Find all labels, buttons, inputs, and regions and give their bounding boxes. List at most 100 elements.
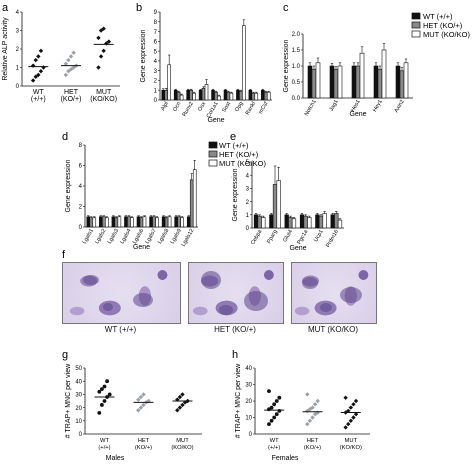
category-label-c: Hey1 xyxy=(372,99,384,113)
data-point-h xyxy=(272,402,277,407)
data-point-g xyxy=(102,399,107,403)
bar-d xyxy=(161,216,166,228)
data-point-h xyxy=(312,402,318,407)
data-point-h xyxy=(346,408,351,414)
bar-c xyxy=(373,65,379,99)
bar-b xyxy=(254,92,259,101)
data-point-h xyxy=(305,421,310,427)
y-tick-label-c: 1.5 xyxy=(292,48,301,54)
bar-e xyxy=(322,213,327,229)
category-label-a: (KO/KO) xyxy=(90,96,117,103)
y-tick-label-e: 4 xyxy=(246,173,250,179)
category-label-g: MUT xyxy=(176,438,189,444)
y-tick-label-a: 2 xyxy=(16,47,20,53)
data-point-h xyxy=(277,409,282,413)
x-axis-label-b: Gene xyxy=(207,117,224,124)
y-tick-label-b: 3 xyxy=(154,69,158,75)
bar-b xyxy=(261,89,265,101)
category-label-a: WT xyxy=(33,89,45,96)
category-label-c: Notch1 xyxy=(304,99,318,117)
data-point-a xyxy=(30,78,36,83)
bar-c xyxy=(307,65,313,99)
bar-e xyxy=(330,214,335,229)
bar-d xyxy=(152,216,156,228)
bar-e xyxy=(307,217,312,229)
category-label-d: Lgals3 xyxy=(107,228,120,245)
category-label-h: (KO/+) xyxy=(304,445,321,451)
data-point-h xyxy=(267,422,271,426)
category-label-e: Pparg xyxy=(266,229,279,245)
bar-c xyxy=(337,65,343,99)
micrograph-label-het: HET (KO/+) xyxy=(214,325,256,334)
data-point-a xyxy=(30,63,36,68)
y-tick-label-d: 4 xyxy=(79,184,83,190)
y-tick-label-d: 6 xyxy=(79,164,83,170)
data-point-h xyxy=(348,405,354,410)
data-point-g xyxy=(97,410,102,415)
data-point-a xyxy=(38,69,44,74)
category-label-d: Lgals7 xyxy=(144,228,157,245)
data-point-h xyxy=(343,395,348,400)
category-label-d: Lgals12 xyxy=(181,228,196,248)
category-label-a: (+/+) xyxy=(31,96,46,103)
data-point-h xyxy=(353,412,359,417)
data-point-g xyxy=(105,379,109,384)
data-point-a xyxy=(38,48,44,54)
data-point-a xyxy=(98,54,104,59)
data-point-a xyxy=(63,61,68,66)
micrograph-wt xyxy=(62,262,181,324)
bar-d xyxy=(186,216,191,228)
bar-d xyxy=(127,216,131,228)
y-tick-label-a: 4 xyxy=(16,10,20,16)
legend-mid-swatch-het xyxy=(208,150,218,158)
bar-c xyxy=(315,62,321,99)
bar-d xyxy=(117,216,122,228)
data-point-g xyxy=(180,392,185,397)
bar-e xyxy=(303,215,308,229)
bar-b xyxy=(192,92,196,101)
panel-letter-d: d xyxy=(62,131,68,143)
data-point-g xyxy=(175,408,180,413)
bar-b xyxy=(164,89,169,101)
data-point-h xyxy=(310,415,315,420)
bar-d xyxy=(149,216,153,228)
bar-c xyxy=(399,70,405,99)
data-point-h xyxy=(343,425,348,430)
y-tick-label-e: 1 xyxy=(246,213,250,219)
bar-d xyxy=(189,179,194,228)
category-label-e: Cebpa xyxy=(250,228,264,246)
y-tick-label-b: 1 xyxy=(154,88,158,94)
panel-letter-b: b xyxy=(136,2,142,14)
bar-e xyxy=(261,217,266,229)
category-label-h: (KO/KO) xyxy=(340,445,362,451)
y-tick-label-b: 5 xyxy=(154,49,158,55)
bar-e xyxy=(269,214,274,229)
bar-b xyxy=(236,89,240,101)
bar-e xyxy=(288,217,293,229)
bar-b xyxy=(214,91,218,101)
category-label-g: (+/+) xyxy=(98,445,110,451)
y-tick-label-g: 20 xyxy=(75,406,82,412)
panel-letter-c: c xyxy=(283,2,289,14)
y-tick-label-d: 8 xyxy=(79,143,83,149)
category-label-g: (KO/+) xyxy=(135,445,152,451)
category-label-g: WT xyxy=(100,438,109,444)
category-label-b: Alpl xyxy=(160,101,170,112)
y-tick-label-h: 30 xyxy=(245,383,252,389)
category-label-g: (KO/KO) xyxy=(171,445,193,451)
legend-mid-swatch-mut xyxy=(208,159,218,167)
bar-b xyxy=(198,89,203,101)
panel-letter-g: g xyxy=(62,349,68,361)
legend-mid-label-wt: WT (+/+) xyxy=(219,141,249,150)
bar-d xyxy=(130,217,134,228)
y-tick-label-e: 2 xyxy=(246,200,250,206)
bar-b xyxy=(186,89,190,101)
bar-d xyxy=(124,216,128,228)
data-point-a xyxy=(33,57,38,63)
data-point-a xyxy=(68,67,74,72)
data-point-h xyxy=(351,415,356,420)
data-point-h xyxy=(274,412,279,417)
y-tick-label-d: 2 xyxy=(79,205,83,211)
bar-d xyxy=(177,216,181,228)
